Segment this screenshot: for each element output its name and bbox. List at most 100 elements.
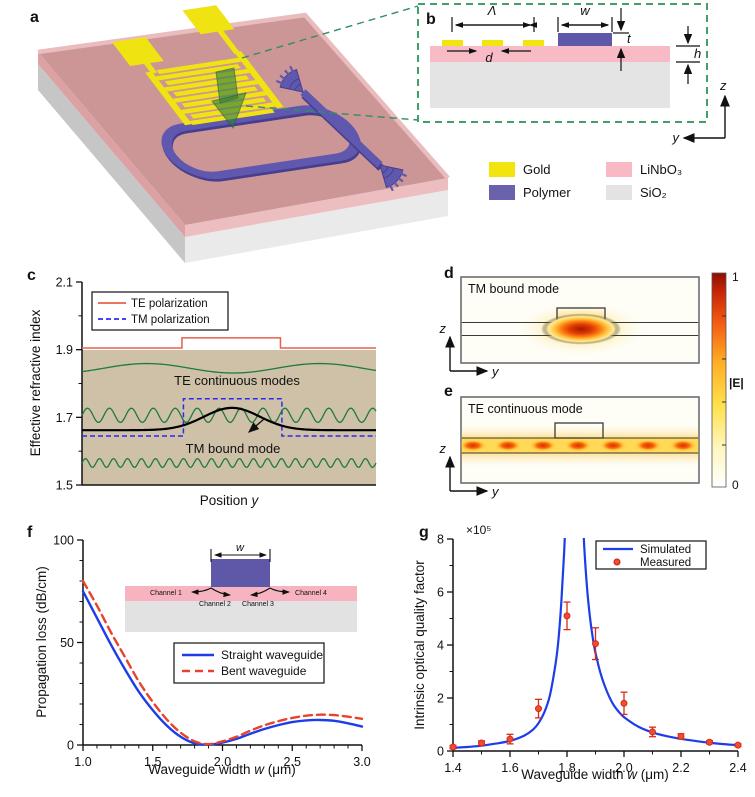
curves-g xyxy=(449,538,742,751)
mode-title-d: TM bound mode xyxy=(468,282,559,296)
y-axis-label-e: y xyxy=(491,484,500,499)
x-axis-title-f: Waveguide width w (μm) xyxy=(148,762,296,777)
inset-w-dimension xyxy=(210,549,271,562)
measured-point xyxy=(478,739,485,747)
lambda-label: Λ xyxy=(487,3,497,18)
field-lobe xyxy=(669,439,697,452)
channel3-label: Channel 3 xyxy=(242,601,274,608)
axes-f: 0 50 100 1.0 1.5 2.0 2.5 3.0 xyxy=(53,534,371,770)
inset-linbo3 xyxy=(125,586,357,601)
channel4-label: Channel 4 xyxy=(295,590,327,597)
curves-f xyxy=(81,579,364,746)
curves-c xyxy=(81,337,377,469)
electrode-pad-right xyxy=(182,5,235,35)
y-axis-label-d: y xyxy=(491,364,500,379)
panel-label-e: e xyxy=(444,383,453,400)
z-axis-label-b: z xyxy=(719,78,727,93)
svg-text:1.8: 1.8 xyxy=(558,761,575,775)
svg-text:100: 100 xyxy=(53,534,74,548)
y-axis-title-c: Effective refractive index xyxy=(28,309,43,456)
panel-f: f 0 50 100 1.0 1.5 2.0 2.5 3.0 Propagation loss… xyxy=(27,524,371,777)
field-lobe xyxy=(599,439,627,452)
svg-text:4: 4 xyxy=(437,639,444,653)
t-label: t xyxy=(627,31,632,46)
field-arrow xyxy=(211,67,247,130)
panel-label-g: g xyxy=(419,524,429,541)
z-axis-label-e: z xyxy=(439,441,447,456)
svg-text:2.2: 2.2 xyxy=(672,761,689,775)
w-label: w xyxy=(580,3,591,18)
straight-legend-label: Straight waveguide xyxy=(221,648,323,662)
tm-bound-annotation: TM bound mode xyxy=(186,441,281,456)
field-lobe xyxy=(529,439,557,452)
series-te-continuous-mode-upper xyxy=(81,362,377,374)
zy-axes-d xyxy=(445,335,489,376)
colorbar: 1 0 |E| xyxy=(711,270,744,492)
measured-point xyxy=(649,726,656,738)
panel-g: g 0 2 4 6 8 1.4 1.6 1.8 2.0 2.2 2.4 ×10⁵ Intrinsic… xyxy=(412,523,747,782)
zoom-connector-bottom xyxy=(245,105,419,121)
polymer-legend-label: Polymer xyxy=(523,185,571,200)
continuum-shaded-band xyxy=(82,350,376,485)
channel2-label: Channel 2 xyxy=(199,601,231,608)
svg-text:50: 50 xyxy=(60,636,74,650)
chip-sio2-side-right xyxy=(185,190,448,263)
series-te-polarization xyxy=(82,337,376,349)
svg-text:0: 0 xyxy=(67,739,74,753)
linbo3-layer xyxy=(430,46,670,62)
electrode-pad-left xyxy=(111,37,164,67)
electrode-finger xyxy=(156,57,242,75)
gold-electrode xyxy=(442,40,463,46)
h-dimension xyxy=(676,26,700,84)
legend-c: TE polarization TM polarization xyxy=(91,291,229,331)
tm-legend-label: TM polarization xyxy=(131,314,210,326)
inset-polymer xyxy=(211,559,270,587)
polymer-waveguide xyxy=(558,33,612,46)
zy-axes-b xyxy=(682,94,730,143)
chip-linbo3-side-left xyxy=(38,52,185,237)
field-lobe xyxy=(564,439,592,452)
svg-text:2.4: 2.4 xyxy=(729,761,746,775)
chip-linbo3-side-right xyxy=(185,178,448,237)
electrode-bus-right xyxy=(234,51,284,108)
series-tm-bound-mode xyxy=(82,406,376,432)
measured-legend-label: Measured xyxy=(640,557,691,569)
h-label: h xyxy=(694,46,701,61)
bent-legend-label: Bent waveguide xyxy=(221,664,307,678)
gold-swatch xyxy=(489,162,515,177)
y-scale-label-g: ×10⁵ xyxy=(466,523,491,537)
chip-sio2-side-left xyxy=(38,64,185,263)
te-legend-label: TE polarization xyxy=(131,298,208,310)
y-axis-title-g: Intrinsic optical quality factor xyxy=(412,560,427,730)
glow-above-e xyxy=(461,425,699,438)
mode-lobes-e xyxy=(459,439,697,452)
inset-sio2 xyxy=(125,601,357,632)
electrode-bus-left xyxy=(145,71,193,126)
panel-label-b: b xyxy=(426,11,436,28)
svg-text:3.0: 3.0 xyxy=(353,755,370,769)
svg-text:2.1: 2.1 xyxy=(56,276,73,290)
polymer-swatch xyxy=(489,185,515,200)
gold-legend-label: Gold xyxy=(523,162,550,177)
colorbar-gradient xyxy=(711,272,727,488)
panel-d: d TM bound mode z y xyxy=(439,265,700,379)
ring-resonator xyxy=(161,105,362,182)
y-axis-label-b: y xyxy=(672,130,681,145)
measured-point xyxy=(620,691,628,716)
svg-text:1.4: 1.4 xyxy=(444,761,461,775)
t-dimension xyxy=(613,8,629,71)
axes-g: 0 2 4 6 8 1.4 1.6 1.8 2.0 2.2 2.4 xyxy=(437,533,747,776)
legend-g: Simulated Measured xyxy=(595,540,707,570)
panel-label-d: d xyxy=(444,265,454,282)
svg-text:2.0: 2.0 xyxy=(214,755,231,769)
glow-below-e xyxy=(461,453,699,466)
colorbar-max-label: 1 xyxy=(732,270,739,284)
colorbar-field-label: |E| xyxy=(729,376,744,390)
field-lobe xyxy=(459,439,487,452)
panel-label-a: a xyxy=(30,9,39,26)
series-tm-polarization xyxy=(82,397,376,437)
measured-legend-dot xyxy=(613,558,621,566)
lambda-dimension xyxy=(451,17,538,32)
